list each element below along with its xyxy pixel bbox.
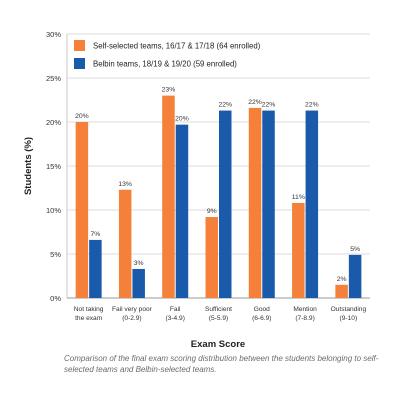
legend-label: Belbin teams, 18/19 & 19/20 (59 enrolled… — [93, 60, 237, 69]
bar-value-label: 22% — [248, 99, 262, 106]
x-tick-label-line: (6-6.9) — [252, 315, 271, 322]
exam-score-bar-chart: 20%7%13%3%23%20%9%22% 22% 22%11%22%2%5% 0%… — [23, 30, 370, 350]
bar-value-label: 11% — [292, 194, 305, 201]
bar-value-label: 22% — [305, 102, 319, 109]
bar-self-selected — [118, 189, 132, 298]
bar-group — [75, 95, 362, 298]
bar-value-label: 23% — [162, 87, 176, 94]
bar-value-label: 22% — [262, 102, 276, 109]
bar-value-label: 20% — [75, 113, 89, 120]
x-tick-label-line: (5-5.9) — [209, 315, 228, 322]
x-tick-label: Fail very poor (0-2.9) — [112, 306, 153, 322]
x-tick-label-line: Sufficient — [205, 306, 232, 313]
y-tick-label: 20% — [46, 118, 61, 127]
x-axis-title: Exam Score — [191, 339, 245, 350]
x-tick-label-line: Good — [254, 306, 270, 313]
x-tick-label: Sufficient (5-5.9) — [205, 306, 232, 322]
x-tick-label: Mention (7-8.9) — [293, 306, 317, 322]
bar-value-label: 3% — [134, 260, 144, 267]
x-tick-label-line: Outstanding — [331, 306, 367, 313]
bar-self-selected — [292, 202, 305, 298]
bar-value-label: 22% — [218, 102, 232, 109]
bar-value-label: 9% — [207, 208, 217, 215]
value-labels: 20%7%13%3%23%20%9%22% 22% 22%11%22%2%5% — [75, 87, 360, 283]
y-axis-ticks: 0% 5% 10% 15% 20% 25% 30% — [46, 30, 61, 303]
bar-belbin — [175, 124, 189, 298]
bar-belbin — [219, 110, 232, 298]
x-tick-label-line: Mention — [293, 306, 317, 313]
bar-value-label: 13% — [118, 181, 132, 188]
y-axis-title: Students (%) — [23, 137, 34, 195]
x-tick-label: Fail (3-4.9) — [166, 306, 185, 322]
bar-self-selected — [162, 95, 175, 298]
bar-self-selected — [248, 107, 262, 298]
y-tick-label: 15% — [46, 162, 61, 171]
x-tick-label: Good (6-6.9) — [252, 306, 271, 322]
bar-belbin — [262, 110, 275, 298]
legend-swatch — [74, 58, 85, 69]
bar-self-selected — [75, 122, 89, 298]
bar-value-label: 2% — [337, 276, 347, 283]
y-tick-label: 30% — [46, 30, 61, 39]
x-tick-label-line: (9-10) — [340, 315, 358, 322]
bar-self-selected — [335, 284, 348, 298]
x-tick-label: Outstanding (9-10) — [331, 306, 367, 322]
x-tick-label-line: (3-4.9) — [166, 315, 185, 322]
legend-swatch — [74, 40, 85, 51]
x-tick-label-line: (0-2.9) — [122, 315, 141, 322]
bar-belbin — [305, 110, 319, 298]
y-tick-label: 0% — [50, 294, 61, 303]
figure-caption: Comparison of the final exam scoring dis… — [64, 354, 379, 374]
bar-belbin — [132, 268, 145, 298]
legend: Self-selected teams, 16/17 & 17/18 (64 e… — [74, 40, 261, 69]
x-tick-label-line: Fail very poor — [112, 306, 153, 313]
x-tick-label: Not taking the exam — [74, 306, 104, 322]
grid-lines — [66, 33, 370, 299]
y-tick-label: 5% — [50, 250, 61, 259]
x-tick-label-line: (7-8.9) — [295, 315, 314, 322]
legend-label: Self-selected teams, 16/17 & 17/18 (64 e… — [93, 42, 261, 51]
bar-value-label: 20% — [175, 116, 189, 123]
bar-value-label: 5% — [350, 246, 360, 253]
bar-belbin — [89, 239, 102, 298]
x-tick-label-line: the exam — [75, 315, 103, 322]
bar-value-label: 7% — [90, 231, 100, 238]
bar-self-selected — [205, 217, 218, 298]
y-tick-label: 10% — [46, 206, 61, 215]
x-tick-label-line: Not taking — [74, 306, 104, 313]
bar-belbin — [348, 254, 362, 298]
x-tick-label-line: Fail — [170, 306, 181, 313]
y-tick-label: 25% — [46, 74, 61, 83]
